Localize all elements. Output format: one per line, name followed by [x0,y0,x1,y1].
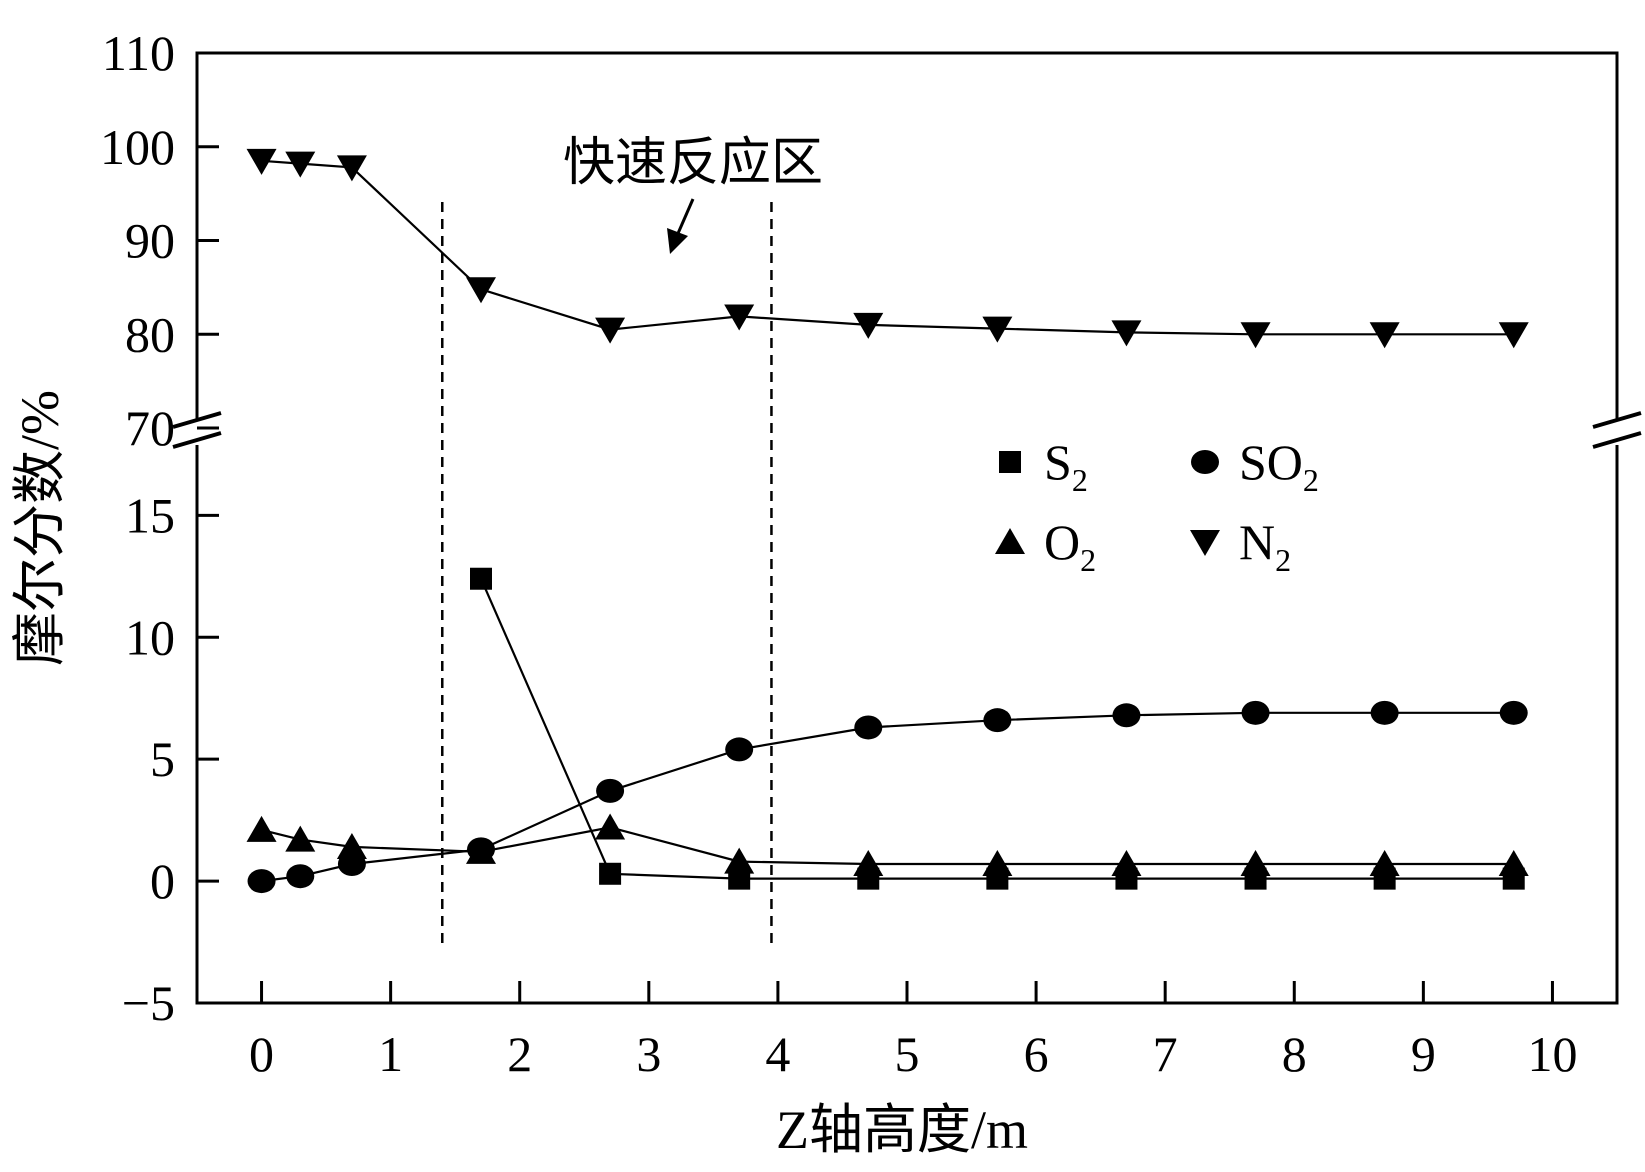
axis-break-slash [172,431,222,449]
series-line-so2 [261,711,1514,883]
data-point-o2 [336,832,367,859]
data-point-o2 [982,850,1013,877]
data-point-o2 [1369,850,1400,877]
y-tick-label: 15 [125,487,175,543]
data-point-s2 [470,567,492,590]
data-point-so2 [1499,700,1528,725]
x-axis-title: Z轴高度/m [776,1100,1028,1160]
y-tick-label: 80 [125,306,175,362]
legend-label: S2 [1044,434,1088,498]
y-tick-label: −5 [122,975,175,1031]
legend-label-main: S [1044,434,1072,490]
axis-break-left [172,411,222,449]
y-tick-label: 70 [125,400,175,456]
data-point-n2 [724,304,755,331]
x-tick-label: 10 [1527,1026,1577,1082]
y-tick-label: 110 [102,25,175,81]
region-arrow-shaft [674,198,695,239]
legend-marker [1190,530,1220,556]
legend-label: N2 [1239,514,1291,578]
data-point-n2 [982,316,1013,343]
data-point-n2 [1369,322,1400,349]
y-tick-label: 10 [125,609,175,665]
y-axis-title: 摩尔分数/% [10,390,70,666]
x-tick-label: 9 [1411,1026,1436,1082]
x-tick-label: 7 [1153,1026,1178,1082]
data-point-o2 [1240,850,1271,877]
region-label: 快速反应区 [563,135,823,192]
data-point-so2 [854,715,883,740]
axis-break-slash [172,411,222,429]
series-so2 [247,700,1528,894]
plot-frame [195,51,1619,1005]
y-tick-label: 90 [125,213,175,269]
legend-item: S2 [999,434,1088,498]
data-point-n2 [853,312,884,339]
data-point-n2 [336,155,367,182]
legend-label-subscript: 2 [1275,542,1291,578]
axis-break-right [1592,411,1642,449]
data-point-n2 [1240,322,1271,349]
series-line-o2 [261,826,1514,866]
legend-label-main: O [1044,514,1080,570]
data-point-o2 [1498,850,1529,877]
series-n2 [246,148,1529,349]
y-tick-label: 100 [100,119,175,175]
x-tick-label: 3 [636,1026,661,1082]
legend-item: N2 [1190,514,1291,578]
legend-item: SO2 [1191,434,1319,498]
axis-break-slash [1592,411,1642,429]
x-tick-label: 6 [1024,1026,1049,1082]
data-point-o2 [466,837,496,864]
data-point-so2 [596,778,625,803]
data-point-o2 [724,847,755,874]
x-tick-label: 4 [765,1026,790,1082]
data-point-n2 [1111,320,1142,347]
data-point-so2 [247,869,276,894]
legend-label-subscript: 2 [1072,462,1088,498]
data-point-so2 [1241,700,1270,725]
data-point-n2 [466,277,496,304]
data-point-o2 [246,815,277,842]
legend-item: O2 [995,514,1096,578]
legend-label: O2 [1044,514,1096,578]
x-tick-label: 1 [378,1026,403,1082]
data-point-so2 [983,708,1012,733]
x-tick-label: 2 [507,1026,532,1082]
data-point-o2 [853,850,884,877]
x-tick-label: 5 [895,1026,920,1082]
series-line-n2 [261,159,1514,336]
legend-marker [995,528,1025,554]
series-o2 [246,813,1529,877]
region-arrow-head [667,228,688,254]
legend-marker [1191,450,1219,474]
data-point-so2 [1112,703,1141,728]
legend-label-subscript: 2 [1303,462,1319,498]
data-point-n2 [595,317,626,344]
data-point-n2 [1498,322,1529,349]
x-tick-label: 0 [249,1026,274,1082]
data-point-so2 [725,737,754,762]
y-tick-label: 0 [150,853,175,909]
data-point-o2 [285,825,316,852]
data-point-so2 [1370,700,1399,725]
legend-marker [999,451,1021,473]
x-tick-label: 8 [1282,1026,1307,1082]
data-point-o2 [1111,850,1142,877]
axis-break-slash [1592,431,1642,449]
data-point-so2 [286,864,315,889]
legend-label-main: SO [1239,434,1303,490]
legend-label: SO2 [1239,434,1319,498]
data-point-s2 [599,862,622,885]
legend-label-subscript: 2 [1080,542,1096,578]
data-point-n2 [246,148,277,175]
data-point-n2 [285,151,316,178]
legend-label-main: N [1239,514,1275,570]
data-point-o2 [595,813,626,840]
y-tick-label: 5 [150,731,175,787]
